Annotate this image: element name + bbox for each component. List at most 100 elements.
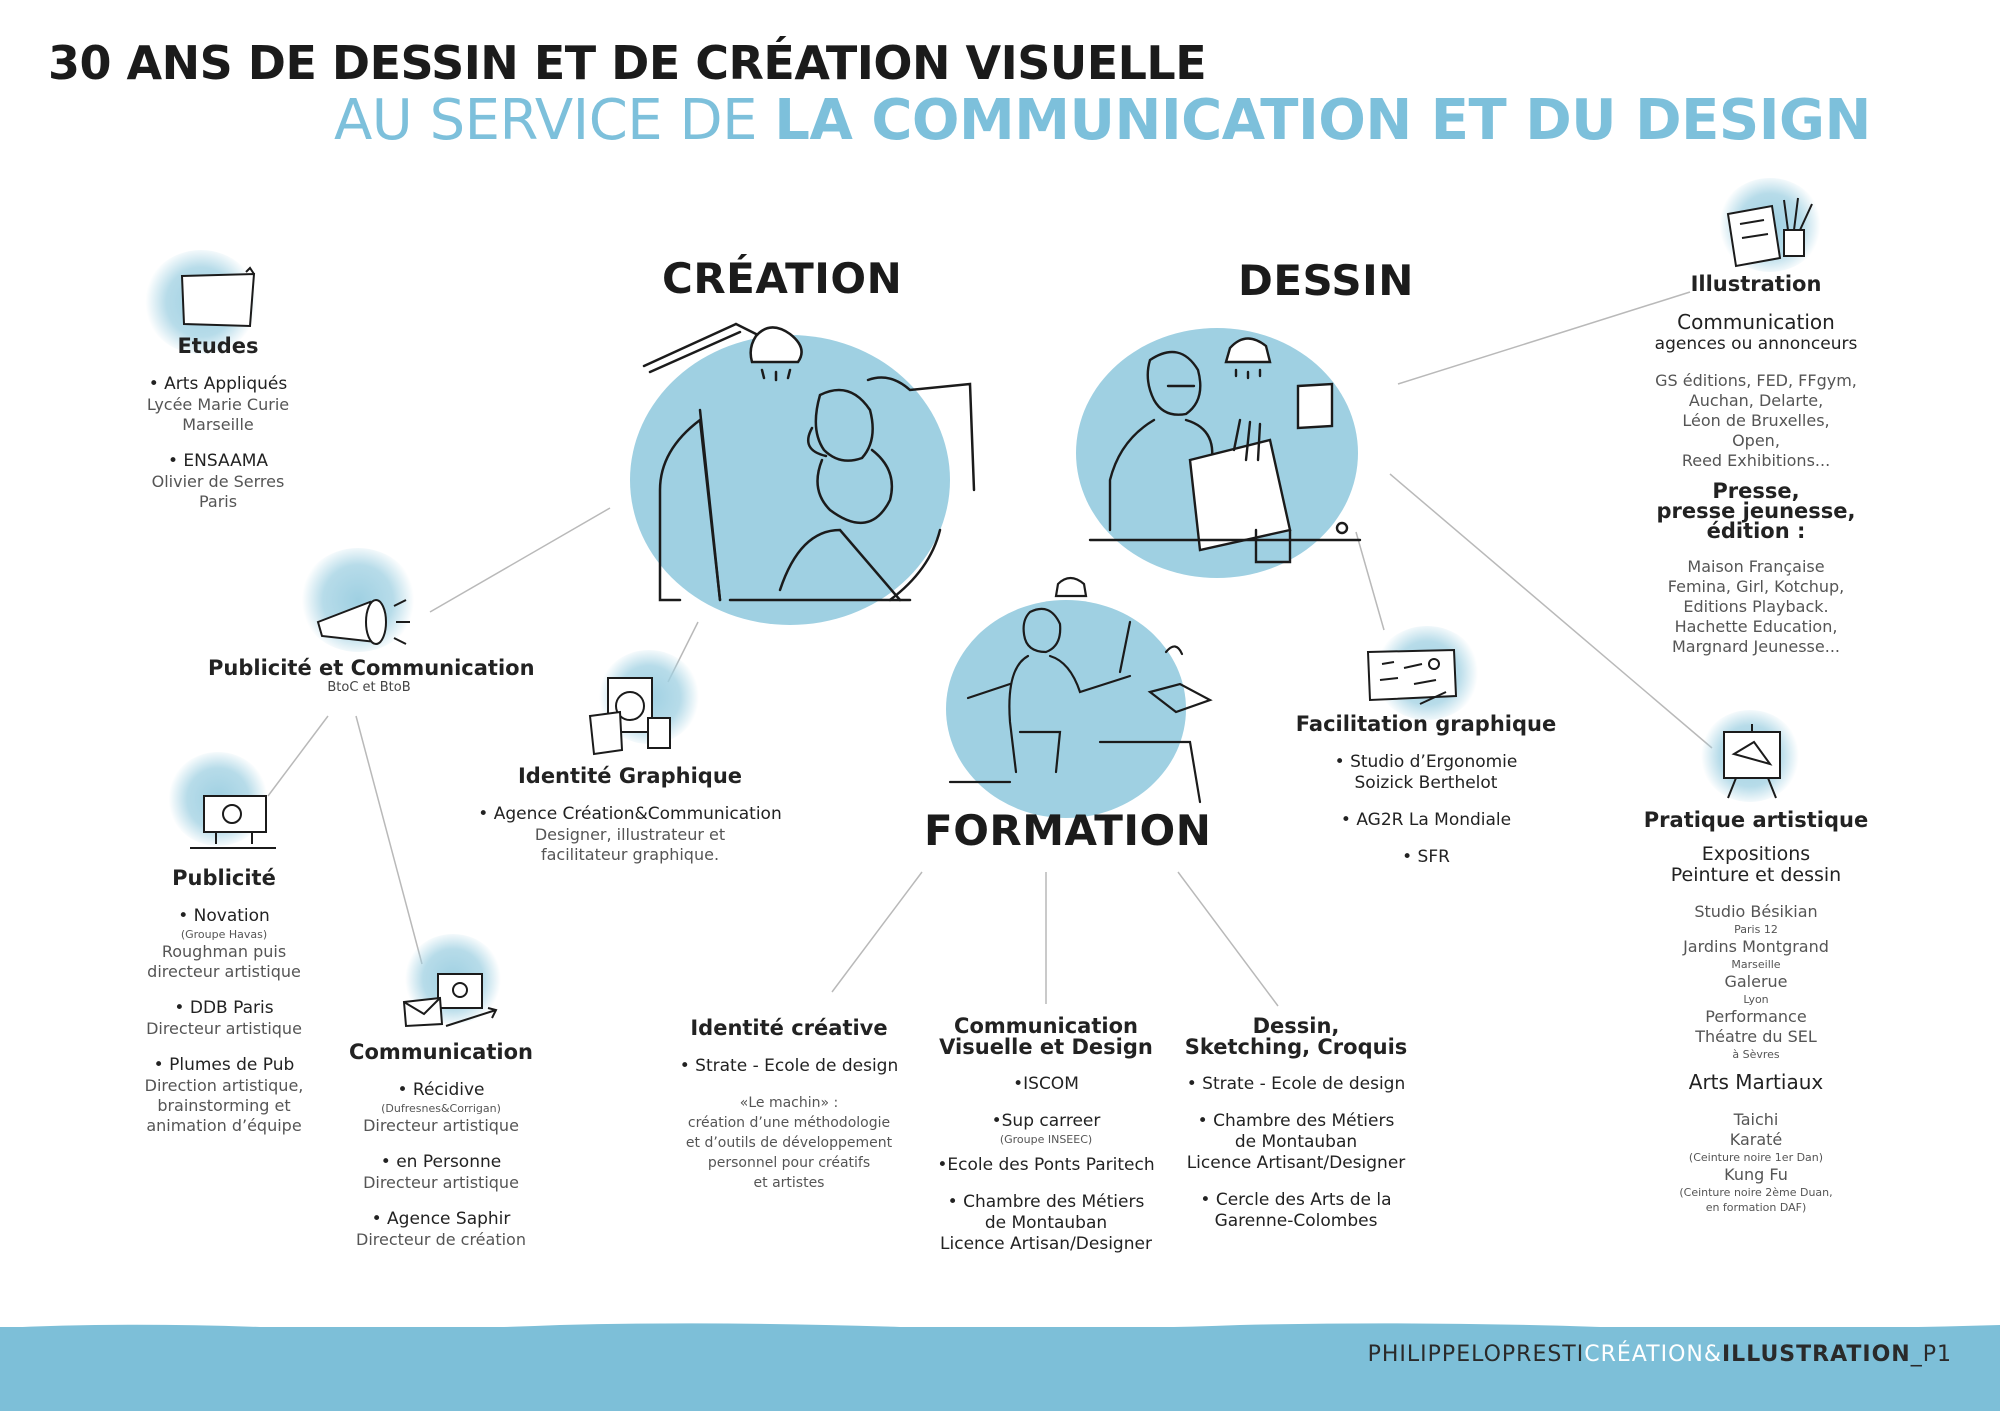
pratique-title: Pratique artistique	[1643, 808, 1869, 832]
communication-item-2: • en Personne	[380, 1152, 502, 1172]
sketchbook-icon	[1726, 197, 1813, 268]
illustration-subtitle-2-line-1: Presse,	[1712, 479, 1800, 503]
illustration-block: Illustration Communication agences ou an…	[1636, 272, 1876, 657]
illustration-subtitle-2-line-3: édition :	[1706, 519, 1806, 543]
easel-icon	[1723, 724, 1781, 799]
illustration-press-2: Femina, Girl, Kotchup,	[1667, 577, 1845, 596]
pratique-martial-3-mini-2: en formation DAF)	[1705, 1201, 1807, 1214]
sketching-item-2-line-2: Licence Artisant/Designer	[1186, 1153, 1406, 1173]
identite-creative-quote-2: création d’une méthodologie	[687, 1115, 891, 1131]
publicite-block: Publicité • Novation (Groupe Havas) Roug…	[114, 866, 334, 1136]
cvd-title-1: Communication	[954, 1014, 1138, 1038]
footer-creation: CRÉATION	[1584, 1342, 1704, 1367]
pubcom-subtitle: BtoC et BtoB	[327, 680, 411, 695]
pratique-martial-3: Kung Fu	[1724, 1165, 1788, 1184]
illustration-subtitle-1b: agences ou annonceurs	[1654, 334, 1858, 354]
hub-dessin-title: DESSIN	[1238, 256, 1414, 305]
illustration-press-5: Margnard Jeunesse...	[1671, 637, 1840, 656]
communication-block: Communication • Récidive (Dufresnes&Corr…	[331, 1040, 551, 1250]
pratique-martial-1: Taichi	[1733, 1110, 1779, 1129]
pratique-expo-1-mini: Paris 12	[1734, 923, 1778, 936]
line-pubcom-creation	[429, 507, 611, 613]
cvd-title-2: Visuelle et Design	[939, 1035, 1153, 1059]
line-formation-identite	[831, 871, 923, 993]
pratique-expo-4-line-2: Théatre du SEL	[1695, 1027, 1817, 1046]
illustration-subtitle-1: Communication	[1677, 310, 1835, 334]
illustration-press-4: Hachette Education,	[1674, 617, 1838, 636]
cvd-item-4: • Chambre des Métiers	[947, 1192, 1145, 1212]
pratique-expo-2-mini: Marseille	[1731, 958, 1781, 971]
pratique-expo-2: Jardins Montgrand	[1683, 937, 1829, 956]
facilitation-item-1: • Studio d’Ergonomie	[1334, 752, 1518, 772]
cvd-item-4-line-2: Licence Artisan/Designer	[940, 1234, 1152, 1254]
identite-creative-quote-5: et artistes	[753, 1175, 825, 1191]
footer-page: _P1	[1910, 1342, 1952, 1367]
facilitation-title: Facilitation graphique	[1295, 712, 1557, 736]
pratique-expo-3: Galerue	[1724, 972, 1788, 991]
sketching-item-1: • Strate - Ecole de design	[1186, 1074, 1406, 1094]
pratique-subtitle-1-line-2: Peinture et dessin	[1670, 864, 1842, 886]
headline-light-part: AU SERVICE DE	[334, 88, 775, 153]
hub-formation-title: FORMATION	[924, 806, 1212, 855]
identite-graphique-block: Identité Graphique • Agence Création&Com…	[470, 764, 790, 865]
pratique-expo-1: Studio Bésikian	[1694, 902, 1818, 921]
publicite-item-3-line-1: Direction artistique,	[144, 1076, 304, 1095]
cvd-item-2-mini: (Groupe INSEEC)	[999, 1133, 1093, 1146]
publicite-item-1-line-1: Roughman puis	[161, 942, 287, 961]
facilitation-board-icon	[1366, 648, 1458, 705]
cvd-item-4-line-1: de Montauban	[984, 1213, 1108, 1233]
publicite-item-2: • DDB Paris	[174, 998, 274, 1018]
identite-graphique-line-1: Designer, illustrateur et	[534, 825, 726, 844]
illustration-clients-5: Reed Exhibitions...	[1681, 451, 1831, 470]
pratique-martial-2-mini: (Ceinture noire 1er Dan)	[1688, 1151, 1824, 1164]
line-pubcom-publicite	[267, 715, 329, 797]
identite-creative-quote-1: «Le machin» :	[739, 1095, 839, 1111]
hub-creation-title: CRÉATION	[662, 254, 903, 303]
line-dessin-pratique	[1389, 473, 1713, 749]
illustration-press-1: Maison Française	[1687, 557, 1825, 576]
etudes-item-1-line-1: Lycée Marie Curie	[146, 395, 290, 414]
sketching-title-1: Dessin,	[1252, 1014, 1340, 1038]
communication-item-1-line-1: Directeur artistique	[363, 1116, 519, 1135]
sketching-item-2: • Chambre des Métiers	[1197, 1111, 1395, 1131]
etudes-item-2-line-2: Paris	[198, 492, 238, 511]
publicite-item-3: • Plumes de Pub	[153, 1055, 295, 1075]
publicite-item-1-mini: (Groupe Havas)	[180, 928, 268, 941]
identite-graphique-line-2: facilitateur graphique.	[540, 845, 720, 864]
publicite-item-2-line-1: Directeur artistique	[146, 1019, 302, 1038]
pratique-martial-3-mini-1: (Ceinture noire 2ème Duan,	[1679, 1186, 1833, 1199]
footer-amp: &	[1703, 1342, 1722, 1367]
billboard-icon	[190, 795, 276, 849]
identite-graphique-title: Identité Graphique	[517, 764, 743, 788]
email-icon	[402, 973, 498, 1028]
identite-creative-item: • Strate - Ecole de design	[679, 1056, 899, 1076]
illustration-subtitle-2-line-2: presse jeunesse,	[1656, 499, 1856, 523]
line-dessin-facilitation	[1355, 531, 1385, 631]
illustration-clients-2: Auchan, Delarte,	[1688, 391, 1824, 410]
pratique-expo-3-mini: Lyon	[1743, 993, 1769, 1006]
communication-title: Communication	[349, 1040, 533, 1064]
identite-graphique-item: • Agence Création&Communication	[478, 804, 782, 824]
pratique-expo-4-line-1: Performance	[1705, 1007, 1807, 1026]
illustration-clients-3: Léon de Bruxelles,	[1682, 411, 1830, 430]
publicite-title: Publicité	[172, 866, 276, 890]
identite-creative-quote-3: et d’outils de développement	[685, 1135, 893, 1151]
identite-creative-title: Identité créative	[690, 1016, 888, 1040]
etudes-title: Etudes	[177, 334, 259, 358]
publicite-item-1-line-2: directeur artistique	[147, 962, 301, 981]
formation-drawing	[948, 576, 1213, 804]
line-formation-sketching	[1177, 871, 1279, 1007]
identite-creative-quote-4: personnel pour créatifs	[707, 1155, 871, 1171]
sketching-block: Dessin, Sketching, Croquis • Strate - Ec…	[1166, 1016, 1426, 1232]
illustration-press-3: Editions Playback.	[1683, 597, 1829, 616]
sketching-item-3: • Cercle des Arts de la	[1200, 1190, 1392, 1210]
illustration-title: Illustration	[1690, 272, 1822, 296]
cvd-item-1: •ISCOM	[1013, 1074, 1079, 1094]
etudes-block: Etudes • Arts Appliqués Lycée Marie Curi…	[118, 334, 318, 512]
pratique-subtitle-1-line-1: Expositions	[1701, 843, 1811, 865]
etudes-item-1-line-2: Marseille	[182, 415, 254, 434]
headline-line-2: AU SERVICE DE LA COMMUNICATION ET DU DES…	[334, 88, 1871, 153]
facilitation-item-3: • SFR	[1402, 847, 1450, 867]
cvd-item-3: •Ecole des Ponts Paritech	[937, 1155, 1155, 1175]
